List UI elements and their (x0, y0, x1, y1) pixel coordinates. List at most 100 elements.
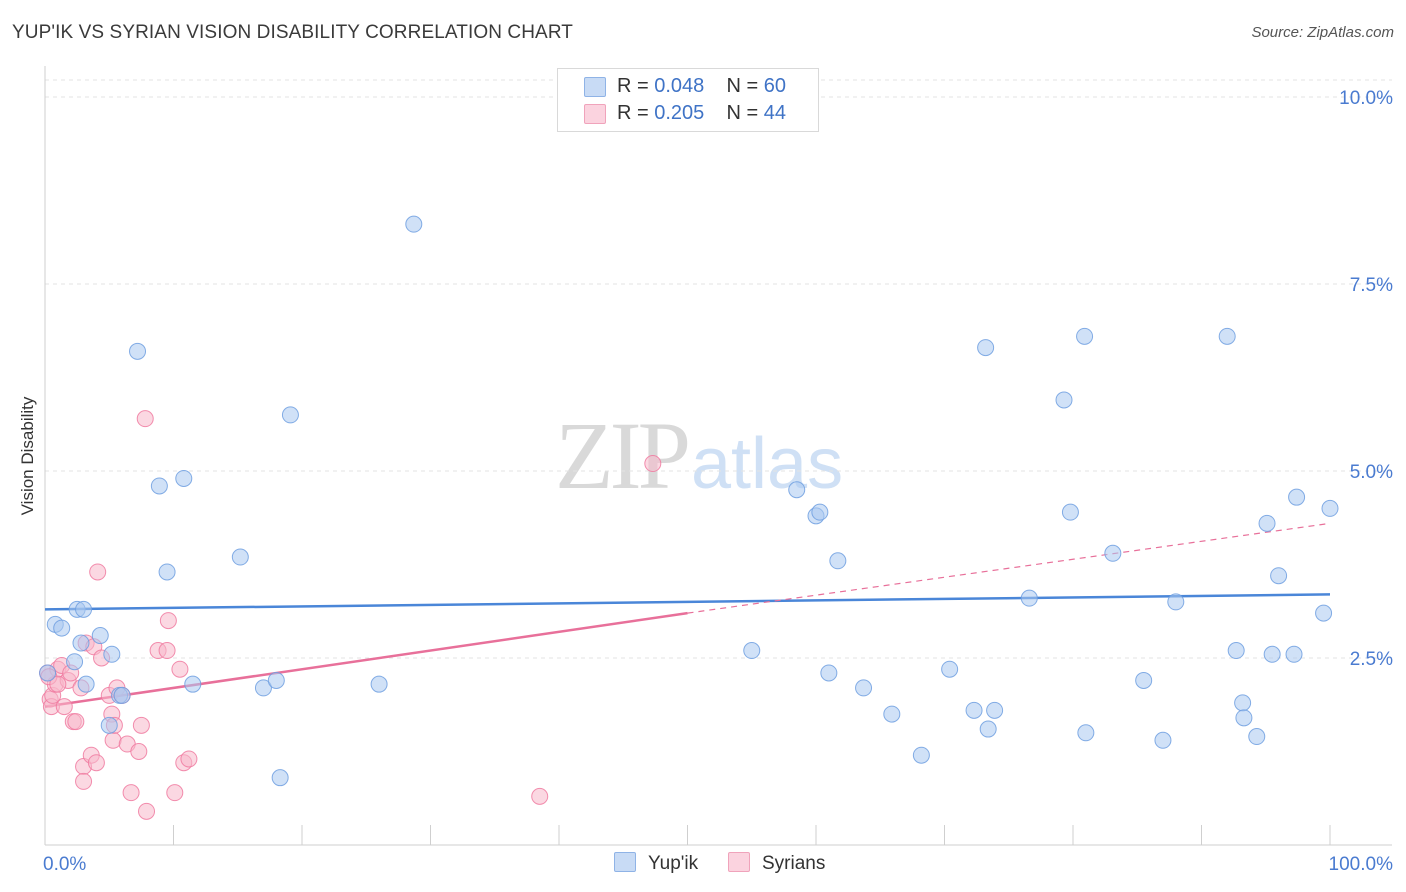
trend-line-syrians-extrapolated (687, 522, 1331, 614)
point-syrians (138, 802, 156, 820)
point-yupik (91, 627, 109, 645)
point-yupik (66, 653, 84, 671)
point-yupik (912, 746, 930, 764)
point-yupik (1167, 593, 1185, 611)
point-syrians (644, 455, 662, 473)
bottom-legend-swatch-syrians (728, 852, 750, 872)
point-yupik (113, 686, 131, 704)
watermark-atlas: atlas (691, 424, 844, 504)
point-yupik (1235, 709, 1253, 727)
chart-title: YUP'IK VS SYRIAN VISION DISABILITY CORRE… (12, 22, 574, 43)
bottom-legend-yupik: Yup'ik (614, 852, 698, 875)
point-yupik (1263, 645, 1281, 663)
point-syrians (171, 660, 189, 678)
point-yupik (829, 552, 847, 570)
source-label: Source: ZipAtlas.com (1251, 24, 1394, 41)
point-yupik (1218, 327, 1236, 345)
legend: R = 0.048 N = 60 R = 0.205 N = 44 (557, 68, 819, 132)
legend-swatch-yupik (584, 77, 606, 97)
legend-n-value: 60 (763, 75, 787, 97)
point-yupik (1285, 645, 1303, 663)
point-yupik (184, 675, 202, 693)
point-yupik (1104, 544, 1122, 562)
x-tick-label: 0.0% (43, 854, 86, 875)
bottom-legend-label-yupik: Yup'ik (648, 853, 699, 874)
point-yupik (39, 664, 57, 682)
point-yupik (77, 675, 95, 693)
point-yupik (965, 701, 983, 719)
point-syrians (132, 716, 150, 734)
point-yupik (986, 701, 1004, 719)
watermark: ZIPatlas (555, 400, 843, 511)
point-syrians (130, 743, 148, 760)
point-syrians (89, 563, 107, 581)
y-tick-label: 2.5% (1350, 649, 1393, 670)
point-yupik (1020, 589, 1038, 607)
bottom-legend-swatch-yupik (614, 852, 636, 872)
trend-lines (44, 522, 1331, 708)
legend-r-value: 0.205 (654, 102, 705, 124)
point-syrians (180, 750, 198, 768)
point-yupik (158, 563, 176, 581)
point-syrians (87, 754, 105, 772)
legend-r-label: R = (617, 102, 649, 124)
point-syrians (122, 784, 140, 802)
point-yupik (271, 769, 289, 787)
point-syrians (531, 787, 549, 805)
point-yupik (1077, 724, 1095, 742)
point-yupik (1234, 694, 1252, 712)
tick-labels: 2.5% 5.0% 7.5% 10.0% 0.0% 100.0% (43, 88, 1393, 875)
legend-r-label: R = (617, 75, 649, 97)
point-yupik (811, 503, 829, 521)
y-tick-label: 10.0% (1339, 88, 1393, 109)
watermark-zip: ZIP (555, 402, 691, 509)
point-yupik (370, 675, 388, 693)
point-yupik (281, 406, 299, 424)
point-yupik (743, 642, 761, 660)
point-yupik (1135, 671, 1153, 689)
point-yupik (1258, 514, 1276, 532)
axes (44, 66, 1392, 846)
point-yupik (1315, 604, 1333, 622)
point-yupik (788, 481, 806, 499)
point-yupik (1154, 731, 1172, 749)
legend-text-yupik: R = 0.048 N = 60 (617, 75, 786, 98)
point-yupik (150, 477, 168, 495)
point-yupik (53, 619, 71, 637)
point-yupik (175, 469, 193, 487)
point-yupik (941, 660, 959, 678)
legend-r-value: 0.048 (654, 75, 705, 97)
point-yupik (267, 671, 285, 689)
point-syrians (75, 772, 93, 790)
data-points (39, 215, 1339, 820)
point-yupik (75, 600, 93, 618)
grid-lines (45, 79, 1392, 659)
point-syrians (55, 698, 73, 716)
point-yupik (1321, 499, 1339, 517)
legend-n-value: 44 (763, 102, 787, 124)
point-yupik (1288, 488, 1306, 506)
point-yupik (1248, 728, 1266, 746)
point-syrians (166, 784, 184, 802)
point-syrians (49, 675, 67, 693)
trend-line-yupik (44, 593, 1331, 611)
point-yupik (1055, 391, 1073, 409)
y-tick-label: 7.5% (1350, 275, 1393, 296)
legend-n-label: N = (726, 75, 759, 97)
point-yupik (820, 664, 838, 682)
point-yupik (254, 679, 272, 697)
point-syrians (159, 612, 177, 630)
bottom-legend-syrians: Syrians (728, 852, 825, 875)
point-yupik (129, 342, 147, 360)
point-yupik (855, 679, 873, 697)
point-yupik (72, 634, 90, 652)
point-yupik (979, 720, 997, 738)
point-syrians (67, 713, 85, 731)
point-yupik (1076, 327, 1094, 345)
point-syrians (104, 731, 122, 749)
legend-text-syrians: R = 0.205 N = 44 (617, 102, 786, 125)
point-yupik (883, 705, 901, 723)
point-yupik (231, 548, 249, 566)
point-yupik (1270, 567, 1288, 585)
